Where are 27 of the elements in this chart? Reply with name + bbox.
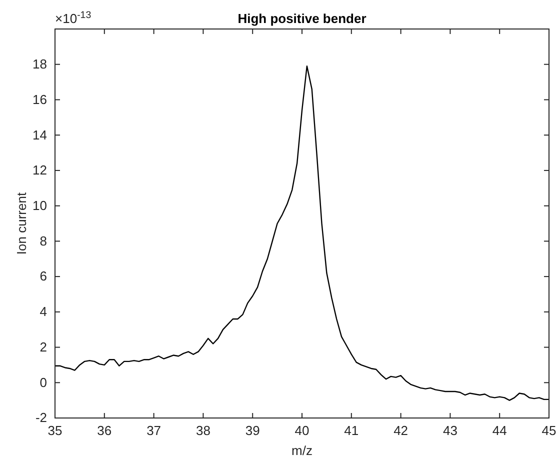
x-tick-label: 37 <box>146 423 162 438</box>
x-tick-label: 36 <box>97 423 112 438</box>
chart-title: High positive bender <box>238 11 366 26</box>
y-tick-label: 14 <box>32 127 47 142</box>
y-tick-label: 6 <box>40 268 47 284</box>
line-series <box>54 66 550 401</box>
y-tick-label: 8 <box>40 233 47 248</box>
x-tick-label: 42 <box>394 423 408 438</box>
x-tick-label: 38 <box>196 423 210 438</box>
y-tick-label: 12 <box>32 162 47 178</box>
y-tick-label: 4 <box>40 304 47 320</box>
x-tick-label: 45 <box>542 423 556 438</box>
y-tick-label: 10 <box>32 198 47 213</box>
x-tick-label: 40 <box>294 423 310 438</box>
y-tick-label: 0 <box>40 374 47 390</box>
x-axis-title: m/z <box>292 443 312 458</box>
x-tick-label: 41 <box>344 423 359 438</box>
y-tick-label: 16 <box>32 92 47 107</box>
x-tick-label: 44 <box>492 423 507 438</box>
y-tick-label: -2 <box>35 410 47 426</box>
y-axis-title: Ion current <box>14 192 29 255</box>
x-tick-label: 35 <box>48 423 62 438</box>
x-tick-label: 39 <box>245 423 260 438</box>
y-tick-label: 2 <box>40 339 47 354</box>
text: ×10$^{-13}$ <box>55 10 92 26</box>
y-tick-label: 18 <box>32 56 47 72</box>
x-tick-label: 43 <box>442 423 458 438</box>
